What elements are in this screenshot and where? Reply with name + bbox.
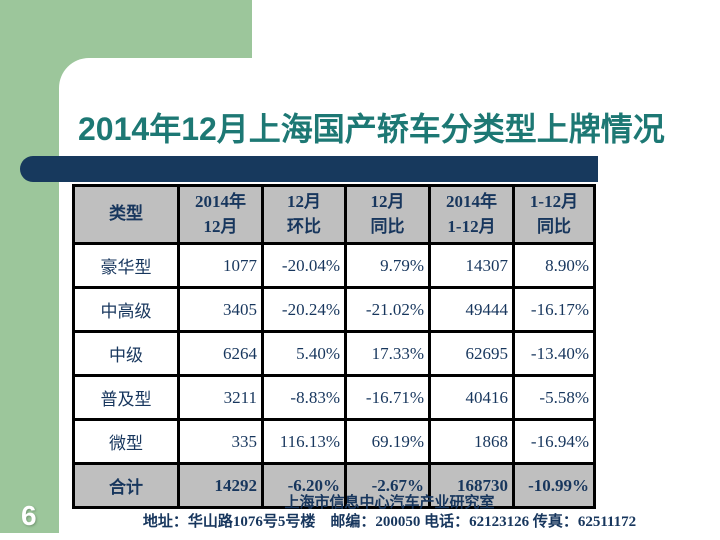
value-cell: -2.67% bbox=[344, 462, 431, 509]
value-cell: 1077 bbox=[177, 242, 264, 289]
value-cell: 14307 bbox=[428, 242, 515, 289]
value-cell: 1868 bbox=[428, 418, 515, 465]
row-label-cell: 微型 bbox=[72, 418, 180, 465]
value-cell: 5.40% bbox=[261, 330, 347, 377]
value-cell: -5.58% bbox=[512, 374, 596, 421]
value-cell: 3405 bbox=[177, 286, 264, 333]
value-cell: 168730 bbox=[428, 462, 515, 509]
row-label-cell: 豪华型 bbox=[72, 242, 180, 289]
row-label-cell: 中级 bbox=[72, 330, 180, 377]
value-cell: 14292 bbox=[177, 462, 264, 509]
value-cell: 116.13% bbox=[261, 418, 347, 465]
column-header-ytd-2014: 2014年 1-12月 bbox=[428, 184, 515, 245]
table-total-row: 合计 14292 -6.20% -2.67% 168730 -10.99% bbox=[72, 462, 596, 509]
column-header-type: 类型 bbox=[72, 184, 180, 245]
table-row: 豪华型 1077 -20.04% 9.79% 14307 8.90% bbox=[72, 242, 596, 289]
table-row: 普及型 3211 -8.83% -16.71% 40416 -5.58% bbox=[72, 374, 596, 421]
value-cell: 17.33% bbox=[344, 330, 431, 377]
value-cell: 8.90% bbox=[512, 242, 596, 289]
value-cell: -20.04% bbox=[261, 242, 347, 289]
registration-data-table: 类型 2014年 12月 12月 环比 12月 同比 2014年 1-12月 1… bbox=[72, 184, 596, 509]
page-number: 6 bbox=[21, 500, 37, 531]
value-cell: 335 bbox=[177, 418, 264, 465]
value-cell: 69.19% bbox=[344, 418, 431, 465]
row-label-cell: 中高级 bbox=[72, 286, 180, 333]
column-header-dec-2014: 2014年 12月 bbox=[177, 184, 264, 245]
value-cell: -20.24% bbox=[261, 286, 347, 333]
value-cell: 9.79% bbox=[344, 242, 431, 289]
value-cell: 3211 bbox=[177, 374, 264, 421]
value-cell: 40416 bbox=[428, 374, 515, 421]
table-row: 中高级 3405 -20.24% -21.02% 49444 -16.17% bbox=[72, 286, 596, 333]
table-header-row: 类型 2014年 12月 12月 环比 12月 同比 2014年 1-12月 1… bbox=[72, 184, 596, 245]
value-cell: -6.20% bbox=[261, 462, 347, 509]
footer-contact: 地址：华山路1076号5号楼 邮编：200050 电话：62123126 传真：… bbox=[142, 514, 637, 530]
table-row: 微型 335 116.13% 69.19% 1868 -16.94% bbox=[72, 418, 596, 465]
column-header-dec-yoy: 12月 同比 bbox=[344, 184, 431, 245]
value-cell: 49444 bbox=[428, 286, 515, 333]
value-cell: -21.02% bbox=[344, 286, 431, 333]
column-header-ytd-yoy: 1-12月 同比 bbox=[512, 184, 596, 245]
value-cell: 6264 bbox=[177, 330, 264, 377]
footer: 上海市信息中心汽车产业研究室 地址：华山路1076号5号楼 邮编：200050 … bbox=[59, 493, 720, 532]
row-label-cell: 普及型 bbox=[72, 374, 180, 421]
table-body: 豪华型 1077 -20.04% 9.79% 14307 8.90% 中高级 3405 -20.… bbox=[72, 242, 596, 509]
footer-org-name: 上海市信息中心汽车产业研究室 bbox=[284, 495, 495, 511]
value-cell: -16.94% bbox=[512, 418, 596, 465]
value-cell: -16.17% bbox=[512, 286, 596, 333]
value-cell: -16.71% bbox=[344, 374, 431, 421]
slide-title: 2014年12月上海国产轿车分类型上牌情况 bbox=[78, 111, 665, 147]
row-label-cell: 合计 bbox=[72, 462, 180, 509]
column-header-dec-mom: 12月 环比 bbox=[261, 184, 347, 245]
table-header: 类型 2014年 12月 12月 环比 12月 同比 2014年 1-12月 1… bbox=[72, 184, 596, 245]
value-cell: -8.83% bbox=[261, 374, 347, 421]
table-row: 中级 6264 5.40% 17.33% 62695 -13.40% bbox=[72, 330, 596, 377]
value-cell: -13.40% bbox=[512, 330, 596, 377]
value-cell: -10.99% bbox=[512, 462, 596, 509]
divider-bar bbox=[20, 156, 598, 182]
value-cell: 62695 bbox=[428, 330, 515, 377]
